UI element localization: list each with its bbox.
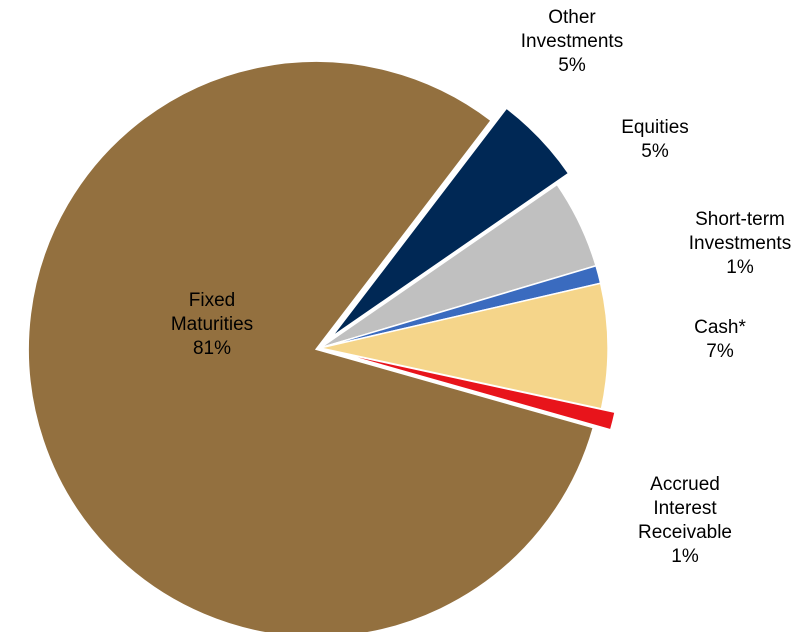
pie-slice: [330, 107, 570, 338]
slice-label: Cash* 7%: [660, 316, 780, 364]
slice-label: Accrued Interest Receivable 1%: [618, 473, 753, 569]
category-label: Short-term Investments: [688, 209, 792, 254]
category-label: Cash*: [694, 317, 746, 338]
slice-label: Short-term Investments 1%: [673, 208, 806, 280]
pie-slice: [27, 60, 595, 632]
category-label: Equities: [621, 117, 689, 138]
value-label: 5%: [641, 141, 669, 162]
slice-label: Other Investments 5%: [502, 6, 642, 78]
value-label: 1%: [671, 546, 699, 567]
value-label: 81%: [192, 338, 232, 359]
pie-slice: [319, 282, 609, 410]
slice-label: Fixed Maturities 81%: [155, 289, 270, 361]
value-label: 1%: [726, 257, 754, 278]
slice-label: Equities 5%: [595, 116, 715, 164]
value-label: 7%: [706, 341, 734, 362]
pie-slice: [333, 350, 616, 431]
category-label: Other Investments: [520, 7, 624, 52]
category-label: Fixed Maturities: [170, 290, 254, 335]
value-label: 5%: [558, 55, 586, 76]
category-label: Accrued Interest Receivable: [638, 474, 732, 543]
